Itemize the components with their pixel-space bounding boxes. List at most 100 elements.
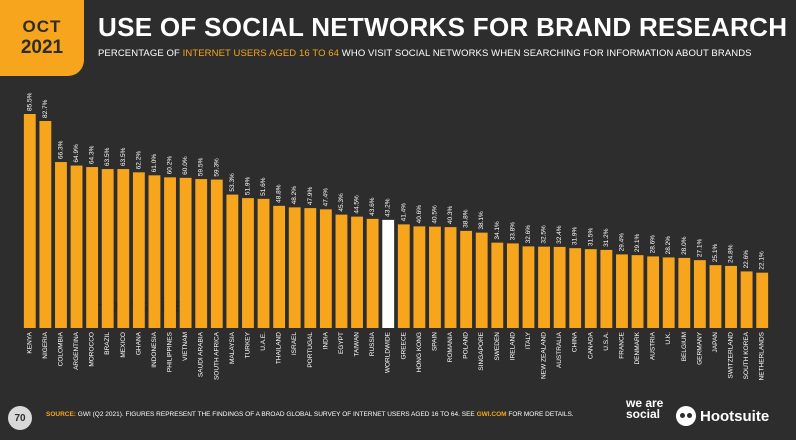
category-label: ROMANIA <box>447 331 454 362</box>
source-link[interactable]: GWI.COM <box>476 411 507 418</box>
value-label: 59.3% <box>213 158 220 177</box>
category-label: PHILIPPINES <box>167 331 174 372</box>
bar-canada <box>584 249 597 328</box>
bar-brazil <box>101 169 114 328</box>
category-label: SOUTH AFRICA <box>213 331 220 380</box>
value-label: 82.7% <box>42 99 49 118</box>
value-label: 51.9% <box>244 176 251 195</box>
page-subtitle: PERCENTAGE OF INTERNET USERS AGED 16 TO … <box>98 48 752 59</box>
bar-sweden <box>491 242 504 328</box>
bar-australia <box>553 246 566 328</box>
hootsuite-logo: Hootsuite <box>676 406 769 426</box>
subtitle-highlight: INTERNET USERS AGED 16 TO 64 <box>182 48 340 59</box>
category-label: GHANA <box>135 331 142 355</box>
bar-u-a-e- <box>257 198 270 328</box>
bar-saudi-arabia <box>195 179 208 328</box>
value-label: 43.2% <box>385 198 392 217</box>
category-label: U.K. <box>665 332 672 345</box>
value-label: 38.8% <box>463 209 470 228</box>
category-label: BRAZIL <box>104 332 111 355</box>
value-label: 22.6% <box>743 250 750 269</box>
bar-poland <box>460 230 473 328</box>
bar-germany <box>693 260 706 328</box>
value-label: 85.5% <box>26 92 33 111</box>
bar-egypt <box>335 214 348 328</box>
source-text: GWI (Q2 2021). FIGURES REPRESENT THE FIN… <box>75 411 477 418</box>
category-label: NETHERLANDS <box>759 331 766 380</box>
value-label: 64.3% <box>89 145 96 164</box>
value-label: 48.8% <box>276 184 283 203</box>
value-label: 60.0% <box>182 156 189 175</box>
date-month: OCT <box>22 17 62 36</box>
category-label: FRANCE <box>618 331 625 358</box>
bar-philippines <box>164 177 176 328</box>
category-label: SAUDI ARABIA <box>198 331 205 377</box>
bar-ireland <box>506 243 519 328</box>
source-post: FOR MORE DETAILS. <box>506 411 574 418</box>
value-label: 53.3% <box>229 173 236 192</box>
value-label: 51.6% <box>260 177 267 196</box>
bar-romania <box>444 227 457 328</box>
bar-south-korea <box>740 271 753 328</box>
category-label: IRELAND <box>509 332 516 360</box>
category-label: INDONESIA <box>151 331 158 367</box>
category-label: ISRAEL <box>291 332 298 356</box>
bar-turkey <box>242 198 254 328</box>
hootsuite-owl-icon <box>676 406 696 426</box>
bar-chart: Hootsuite85.5%KENYA82.7%NIGERIA66.3%COLO… <box>23 92 769 380</box>
bar-switzerland <box>725 265 737 328</box>
value-label: 32.5% <box>541 225 548 244</box>
value-label: 64.9% <box>73 144 80 163</box>
value-label: 32.6% <box>525 225 532 244</box>
value-label: 40.6% <box>416 205 423 224</box>
bar-kenya <box>23 114 36 328</box>
value-label: 22.1% <box>759 251 766 270</box>
bar-colombia <box>55 162 67 328</box>
bar-belgium <box>678 257 691 328</box>
category-label: HONG KONG <box>416 332 423 372</box>
category-label: CANADA <box>587 331 594 359</box>
category-label: POLAND <box>463 332 470 359</box>
bar-worldwide <box>382 219 395 328</box>
category-label: U.A.E. <box>260 332 267 351</box>
bar-greece <box>397 224 410 328</box>
category-label: U.S.A. <box>603 332 610 351</box>
source-label: SOURCE: <box>46 411 76 418</box>
bar-malaysia <box>226 194 239 328</box>
bar-russia <box>366 218 379 328</box>
category-label: KENYA <box>26 331 33 353</box>
bar-morocco <box>86 167 99 328</box>
value-label: 40.5% <box>431 205 438 224</box>
page-number: 70 <box>8 406 32 430</box>
subtitle-pre: PERCENTAGE OF <box>98 48 183 59</box>
bar-japan <box>709 265 722 328</box>
value-label: 44.5% <box>354 195 361 214</box>
bar-israel <box>288 207 301 328</box>
bar-argentina <box>70 165 83 328</box>
value-label: 63.5% <box>120 147 127 166</box>
value-label: 33.8% <box>509 222 516 241</box>
category-label: GERMANY <box>696 331 703 365</box>
category-label: NIGERIA <box>42 331 49 358</box>
value-label: 47.4% <box>322 188 329 207</box>
category-label: SINGAPORE <box>478 331 485 370</box>
bar-denmark <box>631 255 644 328</box>
value-label: 29.1% <box>634 234 641 253</box>
value-label: 27.1% <box>696 239 703 258</box>
value-label: 38.1% <box>478 211 485 230</box>
category-label: TAIWAN <box>354 332 361 357</box>
value-label: 28.0% <box>681 236 688 255</box>
bar-mexico <box>117 169 130 328</box>
category-label: INDIA <box>322 331 329 349</box>
category-label: SWEDEN <box>494 332 501 361</box>
date-year: 2021 <box>20 37 64 58</box>
bar-portugal <box>304 208 317 328</box>
bar-austria <box>647 256 660 328</box>
category-label: NEW ZEALAND <box>541 332 548 379</box>
category-label: ITALY <box>525 331 532 349</box>
bar-thailand <box>273 205 286 328</box>
category-label: THAILAND <box>276 332 283 364</box>
bar-hong-kong <box>413 226 426 328</box>
subtitle-post: WHO VISIT SOCIAL NETWORKS WHEN SEARCHING… <box>339 48 752 59</box>
date-badge: OCT 2021 <box>0 0 84 76</box>
